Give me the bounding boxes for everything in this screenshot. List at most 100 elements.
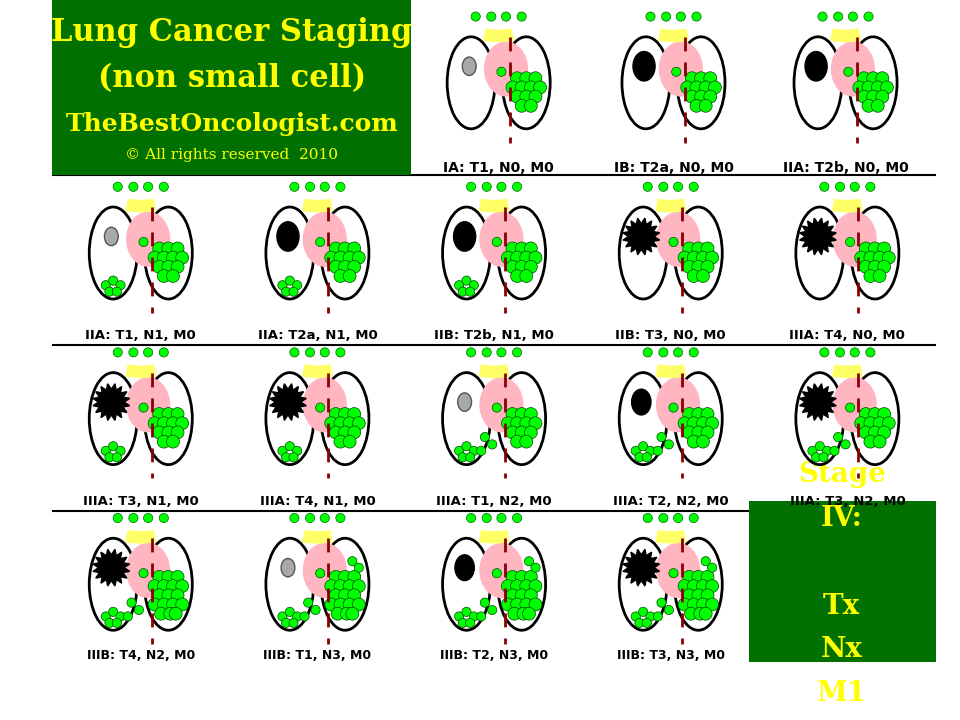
Circle shape	[701, 408, 714, 420]
Text: IIIA: T1, N2, M0: IIIA: T1, N2, M0	[436, 495, 552, 508]
Circle shape	[849, 12, 857, 21]
Circle shape	[820, 348, 829, 357]
Circle shape	[352, 598, 365, 611]
Circle shape	[285, 276, 295, 285]
Circle shape	[877, 242, 891, 255]
Circle shape	[835, 182, 845, 192]
Ellipse shape	[321, 207, 369, 299]
Polygon shape	[800, 218, 836, 255]
Circle shape	[316, 569, 324, 578]
Text: IIIA: T3, N2, M0: IIIA: T3, N2, M0	[789, 495, 905, 508]
Circle shape	[116, 281, 125, 290]
Circle shape	[101, 446, 110, 456]
Text: IIIB: T3, N3, M0: IIIB: T3, N3, M0	[616, 649, 725, 662]
Circle shape	[701, 557, 710, 566]
Circle shape	[692, 242, 705, 255]
Circle shape	[488, 606, 497, 615]
Circle shape	[123, 612, 132, 621]
Circle shape	[305, 348, 315, 357]
Circle shape	[684, 607, 697, 620]
Circle shape	[162, 408, 175, 420]
Circle shape	[334, 269, 347, 282]
Text: IIIB: T4, N2, M0: IIIB: T4, N2, M0	[86, 649, 195, 662]
FancyBboxPatch shape	[749, 501, 936, 662]
Circle shape	[321, 182, 329, 192]
Circle shape	[872, 99, 884, 112]
Circle shape	[462, 441, 471, 451]
Circle shape	[281, 287, 291, 296]
Circle shape	[482, 513, 492, 523]
Circle shape	[331, 607, 344, 620]
Circle shape	[516, 426, 528, 439]
Ellipse shape	[832, 377, 876, 433]
Circle shape	[492, 403, 501, 412]
Ellipse shape	[677, 37, 725, 129]
Circle shape	[497, 513, 506, 523]
Circle shape	[343, 598, 356, 611]
Circle shape	[316, 238, 324, 246]
Circle shape	[687, 251, 700, 264]
Circle shape	[695, 72, 708, 85]
Circle shape	[818, 12, 828, 21]
Circle shape	[511, 580, 523, 593]
Circle shape	[153, 242, 166, 255]
Circle shape	[659, 513, 668, 523]
Circle shape	[113, 348, 122, 357]
Circle shape	[664, 440, 674, 449]
Circle shape	[854, 417, 868, 430]
Circle shape	[862, 81, 875, 94]
Circle shape	[869, 408, 881, 420]
Ellipse shape	[443, 207, 491, 299]
Circle shape	[329, 589, 343, 602]
Ellipse shape	[144, 373, 192, 464]
Circle shape	[823, 446, 831, 456]
Circle shape	[348, 426, 361, 439]
Circle shape	[343, 580, 356, 593]
Ellipse shape	[805, 52, 828, 81]
Text: IIIA: T4, N1, M0: IIIA: T4, N1, M0	[259, 495, 375, 508]
Circle shape	[153, 408, 166, 420]
Circle shape	[846, 403, 854, 412]
Ellipse shape	[794, 37, 842, 129]
Circle shape	[872, 81, 884, 94]
Circle shape	[352, 417, 365, 430]
Circle shape	[101, 612, 110, 621]
Circle shape	[516, 408, 528, 420]
Circle shape	[157, 435, 170, 448]
Ellipse shape	[497, 373, 545, 464]
Circle shape	[529, 417, 541, 430]
Circle shape	[524, 570, 538, 583]
Circle shape	[661, 12, 671, 21]
Circle shape	[859, 261, 873, 274]
Circle shape	[148, 598, 161, 611]
Circle shape	[674, 182, 683, 192]
Ellipse shape	[497, 207, 545, 299]
Text: IIIB: T2, N3, M0: IIIB: T2, N3, M0	[440, 649, 548, 662]
Circle shape	[534, 81, 546, 94]
Circle shape	[844, 67, 852, 76]
Circle shape	[874, 251, 886, 264]
Circle shape	[669, 569, 678, 578]
Circle shape	[646, 612, 655, 621]
Ellipse shape	[266, 373, 314, 464]
Circle shape	[833, 12, 843, 21]
Circle shape	[874, 269, 886, 282]
Circle shape	[695, 90, 708, 103]
Circle shape	[305, 182, 315, 192]
Circle shape	[631, 612, 640, 621]
Ellipse shape	[633, 52, 655, 81]
Circle shape	[859, 426, 873, 439]
Text: TheBestOncologist.com: TheBestOncologist.com	[65, 112, 398, 136]
Circle shape	[139, 238, 148, 246]
Circle shape	[701, 426, 714, 439]
Circle shape	[699, 607, 712, 620]
Circle shape	[321, 513, 329, 523]
Circle shape	[289, 287, 299, 296]
Circle shape	[501, 417, 515, 430]
Circle shape	[638, 607, 648, 616]
Circle shape	[529, 72, 541, 85]
Circle shape	[311, 606, 321, 615]
Circle shape	[139, 569, 148, 578]
Circle shape	[851, 182, 859, 192]
Circle shape	[692, 570, 705, 583]
